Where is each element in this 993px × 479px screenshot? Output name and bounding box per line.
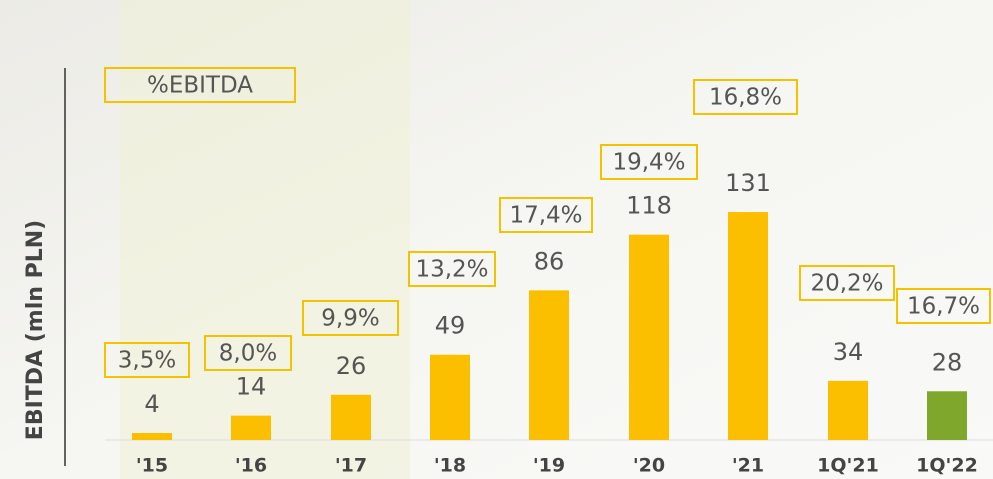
annotation-label: 20,2% xyxy=(810,271,883,297)
bar xyxy=(927,391,967,440)
bar xyxy=(828,380,868,440)
bar xyxy=(728,212,768,440)
annotation-label: 3,5% xyxy=(118,348,176,374)
y-axis-label: EBITDA (mln PLN) xyxy=(23,220,48,440)
annotation-label: 8,0% xyxy=(219,341,277,367)
bar xyxy=(529,290,569,440)
value-label: 28 xyxy=(932,348,963,376)
annotation-label: 13,2% xyxy=(415,257,488,283)
annotation-box xyxy=(896,288,991,324)
value-label: 26 xyxy=(336,352,367,380)
bar xyxy=(331,394,371,440)
value-label: 86 xyxy=(534,247,565,275)
annotation-label: 17,4% xyxy=(509,203,582,229)
x-tick-label: '20 xyxy=(633,455,665,477)
annotation-box xyxy=(408,251,496,287)
value-label: 49 xyxy=(435,312,466,340)
annotation-label: 19,4% xyxy=(612,150,685,176)
x-tick-label: '16 xyxy=(235,455,267,477)
bar xyxy=(430,354,470,440)
annotation-box xyxy=(499,197,593,233)
value-label: 34 xyxy=(833,338,864,366)
annotation-box xyxy=(204,335,292,371)
x-tick-label: '21 xyxy=(732,455,764,477)
value-label: 4 xyxy=(144,390,159,418)
bar xyxy=(629,234,669,440)
value-label: 14 xyxy=(236,373,267,401)
value-label: 118 xyxy=(626,192,672,220)
x-tick-label: '19 xyxy=(533,455,565,477)
annotation-box xyxy=(104,67,296,103)
annotation-title: %EBITDA xyxy=(147,73,253,99)
value-label: 131 xyxy=(725,169,771,197)
x-tick-label: '18 xyxy=(434,455,466,477)
annotation-label: 9,9% xyxy=(321,306,379,332)
annotation-box xyxy=(600,144,698,180)
annotation-box xyxy=(104,342,190,378)
annotation-box xyxy=(799,265,895,301)
x-tick-label: 1Q'22 xyxy=(916,455,978,477)
annotation-label: 16,7% xyxy=(907,294,980,320)
bar xyxy=(231,415,271,440)
bar xyxy=(132,433,172,440)
annotation-label: 16,8% xyxy=(709,85,782,111)
annotation-box xyxy=(693,79,798,115)
x-tick-label: '15 xyxy=(136,455,168,477)
x-tick-label: 1Q'21 xyxy=(817,455,879,477)
annotation-box xyxy=(302,300,399,336)
x-tick-label: '17 xyxy=(335,455,367,477)
